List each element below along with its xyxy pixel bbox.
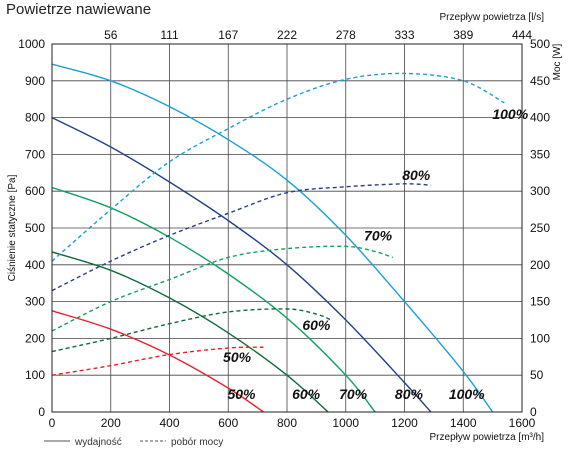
y-axis-left: 0 100 200 300 400 500 600 700 800 900 1000 (18, 37, 45, 419)
x-top-tick-label: 444 (512, 28, 532, 42)
pressure-curve-label: 100% (449, 386, 485, 402)
power-curve-70 (51, 245, 394, 332)
y-right-tick-label: 50 (530, 368, 544, 382)
x-tick-label: 1600 (509, 416, 536, 430)
x-tick-label: 400 (159, 416, 179, 430)
y-right-tick-label: 150 (530, 295, 550, 309)
y-right-tick-label: 450 (530, 74, 550, 88)
x-top-tick-label: 278 (336, 28, 356, 42)
x-tick-label: 1000 (332, 416, 359, 430)
x-axis-bottom: 0 200 400 600 800 1000 1200 1400 1600 (49, 416, 536, 430)
pressure-curve-label: 50% (227, 386, 256, 402)
x-tick-label: 1200 (391, 416, 418, 430)
x-tick-label: 1400 (450, 416, 477, 430)
power-curve-label: 60% (302, 317, 331, 333)
x-tick-label: 0 (49, 416, 56, 430)
pressure-curve-70 (51, 186, 376, 413)
power-curve-label: 80% (402, 167, 431, 183)
x-top-tick-label: 111 (160, 28, 179, 42)
y-right-tick-label: 100 (530, 331, 550, 345)
y-right-tick-label: 300 (530, 184, 550, 198)
y-axis-left-title: Ciśnienie statyczne [Pa] (7, 174, 18, 281)
x-top-tick-label: 56 (104, 28, 118, 42)
power-curve-80 (51, 183, 431, 292)
y-left-tick-label: 200 (25, 331, 45, 345)
power-curve-label: 50% (223, 349, 252, 365)
y-left-tick-label: 700 (25, 147, 45, 161)
power-curve-50 (51, 346, 264, 376)
legend-label-dashed: pobór mocy (171, 437, 223, 448)
power-curve-label: 100% (492, 106, 528, 122)
grid (52, 44, 522, 412)
power-curve-100 (51, 72, 505, 262)
y-right-tick-label: 250 (530, 221, 550, 235)
y-right-tick-label: 350 (530, 147, 550, 161)
x-top-tick-label: 222 (277, 28, 297, 42)
y-left-tick-label: 100 (25, 368, 45, 382)
y-left-tick-label: 500 (25, 221, 45, 235)
curves (51, 63, 505, 413)
y-right-tick-label: 400 (530, 111, 550, 125)
x-tick-label: 800 (277, 416, 297, 430)
x-axis-top-title: Przepływ powietrza [l/s] (440, 12, 545, 23)
y-left-tick-label: 1000 (18, 37, 45, 51)
x-tick-label: 600 (218, 416, 238, 430)
power-curve-label: 70% (364, 227, 393, 243)
x-axis-top: 56 111 167 222 278 333 389 444 (104, 28, 532, 42)
y-left-tick-label: 300 (25, 295, 45, 309)
pressure-curve-label: 80% (395, 386, 424, 402)
y-left-tick-label: 900 (25, 74, 45, 88)
plot-frame (51, 43, 523, 413)
pressure-curve-label: 60% (292, 386, 321, 402)
pressure-curve-60 (51, 251, 329, 413)
y-axis-right-title: Moc [W] (552, 43, 563, 80)
curve-labels: 50% 60% 70% 80% 100% 100% 80% 70% 60% 50% (223, 106, 529, 402)
y-left-tick-label: 600 (25, 184, 45, 198)
x-top-tick-label: 389 (453, 28, 473, 42)
pressure-curve-80 (51, 116, 432, 413)
legend: wydajność pobór mocy (44, 437, 223, 448)
legend-label-solid: wydajność (74, 437, 122, 448)
y-right-tick-label: 200 (530, 258, 550, 272)
x-top-tick-label: 333 (394, 28, 414, 42)
y-axis-right: 0 50 100 150 200 250 300 350 400 450 500 (530, 37, 550, 419)
y-left-tick-label: 0 (38, 405, 45, 419)
y-right-tick-label: 500 (530, 37, 550, 51)
pressure-curve-label: 70% (339, 386, 368, 402)
y-left-tick-label: 400 (25, 258, 45, 272)
power-curve-60 (51, 308, 332, 353)
y-left-tick-label: 800 (25, 111, 45, 125)
page-title: Powietrze nawiewane (6, 1, 151, 18)
y-right-tick-label: 0 (530, 405, 537, 419)
x-axis-bottom-title: Przepływ powietrza [m³/h] (430, 432, 545, 443)
x-top-tick-label: 167 (218, 28, 238, 42)
x-tick-label: 200 (101, 416, 121, 430)
pressure-curve-100 (51, 63, 494, 413)
